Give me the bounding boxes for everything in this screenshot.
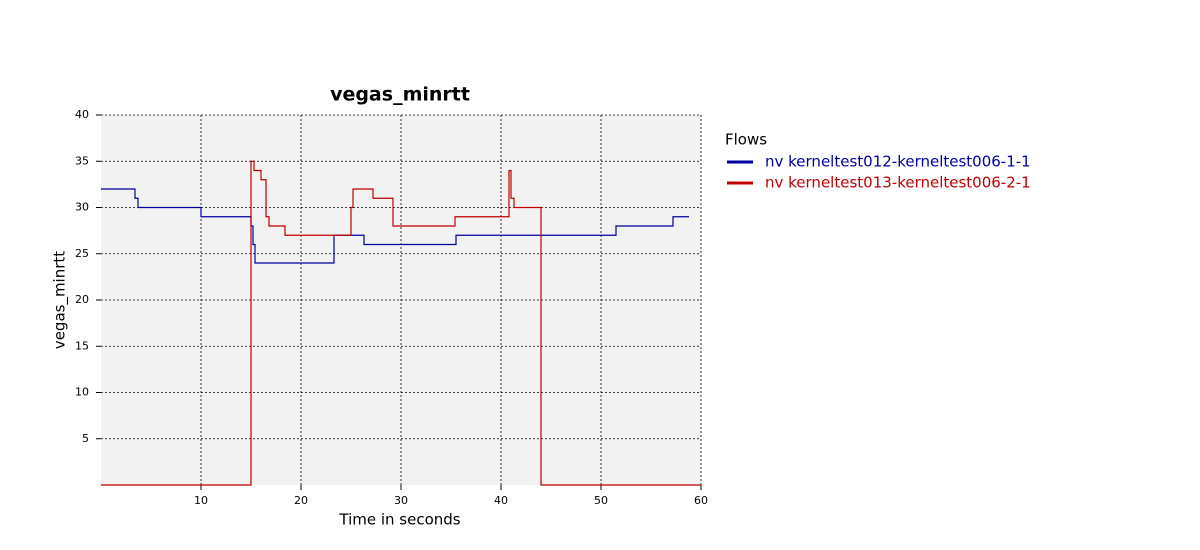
legend-title: Flows [725,131,767,149]
series-line [101,188,689,264]
legend-label: nv kerneltest012-kerneltest006-1-1 [765,153,1031,171]
legend-label: nv kerneltest013-kerneltest006-2-1 [765,174,1031,192]
y-axis-label: vegas_minrtt [51,251,70,349]
x-axis-label: Time in seconds [338,511,460,529]
x-tick-label: 40 [494,494,508,507]
y-tick-label: 5 [82,432,89,445]
y-tick-label: 20 [75,293,89,306]
x-tick-label: 30 [394,494,408,507]
x-tick-label: 10 [194,494,208,507]
series-line [101,160,701,486]
x-tick-label: 20 [294,494,308,507]
x-tick-label: 60 [694,494,708,507]
y-tick-label: 40 [75,108,89,121]
y-tick-label: 10 [75,386,89,399]
y-tick-label: 15 [75,339,89,352]
x-tick-label: 50 [594,494,608,507]
y-tick-label: 25 [75,247,89,260]
chart-title: vegas_minrtt [330,84,470,106]
y-tick-label: 30 [75,201,89,214]
y-tick-label: 35 [75,154,89,167]
